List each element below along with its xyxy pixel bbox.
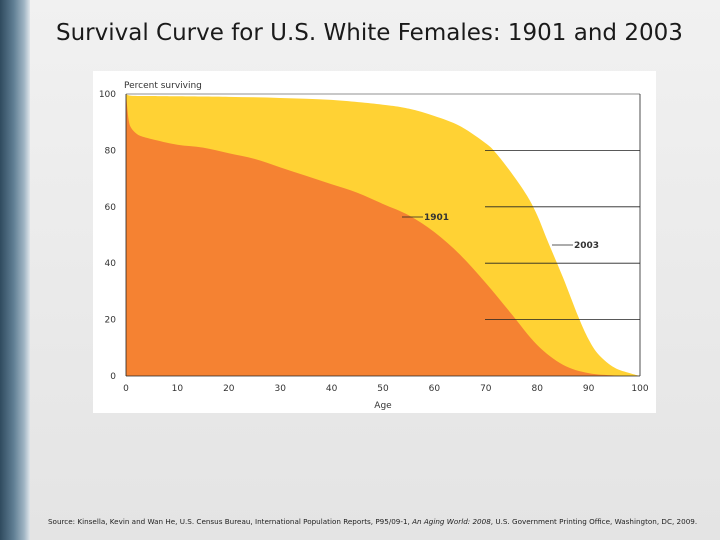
x-tick-90: 90	[583, 384, 595, 394]
y-tick-labels: 0 20 40 60 80 100	[99, 90, 116, 382]
survival-chart: 0 20 40 60 80 100 0 10 20 30 40 50 60 70 80 90 100 Perc…	[99, 81, 649, 411]
x-tick-100: 100	[631, 384, 648, 394]
x-axis-title: Age	[374, 401, 392, 411]
y-tick-80: 80	[105, 146, 117, 156]
source-suffix: , U.S. Government Printing Office, Washi…	[490, 517, 698, 526]
x-tick-50: 50	[377, 384, 389, 394]
y-axis-title: Percent surviving	[124, 81, 202, 91]
grid-lines	[485, 150, 640, 321]
source-italic-title: An Aging World: 2008	[412, 517, 491, 526]
source-prefix: Source: Kinsella, Kevin and Wan He, U.S.…	[48, 517, 413, 526]
source-citation: Source: Kinsella, Kevin and Wan He, U.S.…	[48, 517, 716, 526]
y-tick-40: 40	[105, 259, 117, 269]
area-1901	[126, 94, 640, 376]
y-tick-60: 60	[105, 203, 117, 213]
y-tick-100: 100	[99, 90, 116, 100]
series-label-1901: 1901	[424, 213, 449, 223]
axes	[125, 93, 641, 377]
series-areas	[126, 94, 640, 376]
x-tick-0: 0	[123, 384, 129, 394]
y-tick-20: 20	[105, 316, 117, 326]
series-labels: 1901 2003	[402, 213, 599, 251]
x-tick-labels: 0 10 20 30 40 50 60 70 80 90 100	[123, 384, 649, 394]
x-tick-60: 60	[429, 384, 441, 394]
x-tick-10: 10	[172, 384, 184, 394]
y-tick-0: 0	[110, 372, 116, 382]
x-tick-80: 80	[531, 384, 543, 394]
x-tick-20: 20	[223, 384, 235, 394]
series-label-2003: 2003	[574, 241, 599, 251]
x-tick-30: 30	[274, 384, 286, 394]
slide-title: Survival Curve for U.S. White Females: 1…	[56, 20, 683, 46]
left-decor-bar	[0, 0, 30, 540]
chart-frame: 0 20 40 60 80 100 0 10 20 30 40 50 60 70 80 90 100 Perc…	[93, 71, 656, 413]
x-tick-40: 40	[326, 384, 338, 394]
x-tick-70: 70	[480, 384, 492, 394]
